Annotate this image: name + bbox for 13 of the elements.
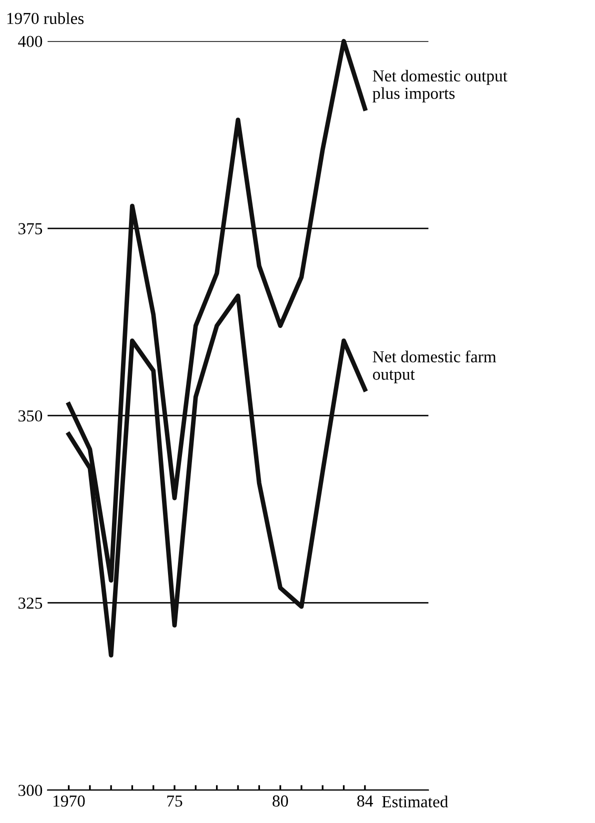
series-label: Net domestic farm output <box>372 350 496 384</box>
y-axis-title: 1970 rubles <box>7 12 84 24</box>
x-tick-label: 80 <box>272 795 288 807</box>
series-label: Net domestic output plus imports <box>372 70 508 102</box>
x-tick-label: 75 <box>167 796 182 807</box>
y-tick-label: 375 <box>18 223 42 234</box>
y-tick-label: 325 <box>18 598 42 609</box>
y-tick-label: 400 <box>18 36 42 48</box>
y-tick-label: 300 <box>18 784 42 796</box>
x-tick-label: 1970 <box>54 795 85 807</box>
text: Estimated <box>382 796 448 808</box>
x-tick-label: 84 <box>357 795 374 807</box>
y-tick-label: 350 <box>18 410 42 422</box>
